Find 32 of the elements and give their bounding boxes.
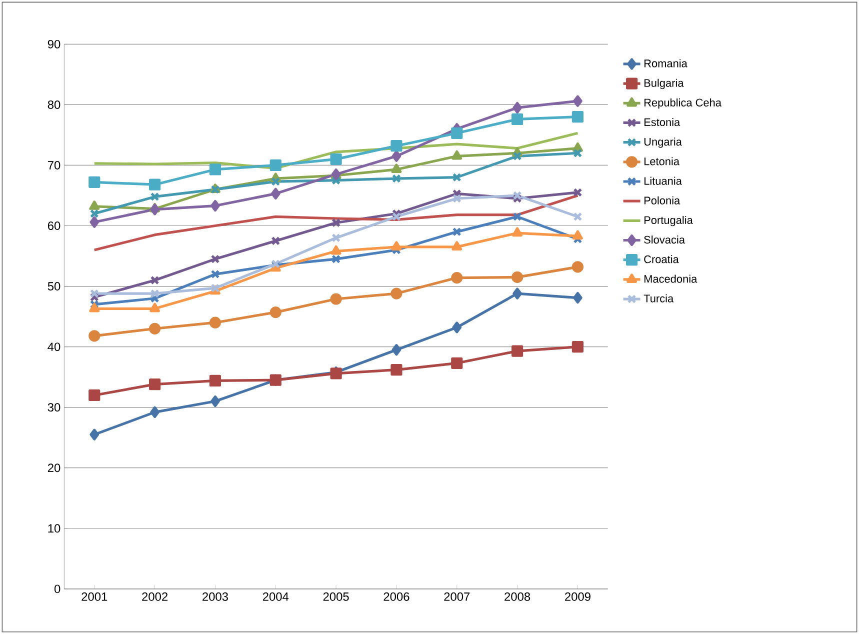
y-tick-label: 40 xyxy=(48,342,60,351)
y-tick-label: 60 xyxy=(48,221,60,230)
y-tick-label: 70 xyxy=(48,160,60,170)
y-tick-label: 30 xyxy=(48,403,60,412)
x-tick-label: 2003 xyxy=(202,592,228,601)
x-tick-label: 2004 xyxy=(262,592,289,601)
y-tick-label: 0 xyxy=(54,584,60,594)
legend-label: Turcia xyxy=(644,294,674,302)
legend-label: Letonia xyxy=(644,157,680,166)
legend-label: Ungaria xyxy=(644,138,682,148)
x-tick-label: 2002 xyxy=(142,592,168,601)
legend-label: Romania xyxy=(644,59,688,68)
y-tick-label: 90 xyxy=(48,40,60,48)
legend-label: Bulgaria xyxy=(644,78,684,89)
y-tick-label: 50 xyxy=(48,282,60,290)
y-tick-label: 20 xyxy=(48,464,60,472)
x-tick-label: 2007 xyxy=(444,592,470,601)
legend-label: Slovacia xyxy=(644,236,685,244)
x-tick-label: 2008 xyxy=(504,592,530,601)
legend-label: Republica Ceha xyxy=(644,98,722,109)
x-tick-label: 2001 xyxy=(82,592,108,601)
legend-label: Lituania xyxy=(644,176,682,185)
x-tick-label: 2009 xyxy=(565,592,590,601)
legend-label: Estonia xyxy=(644,118,680,126)
y-tick-label: 10 xyxy=(48,524,60,533)
y-tick-label: 80 xyxy=(48,100,60,109)
legend-label: Macedonia xyxy=(644,274,698,283)
legend-label: Portugalia xyxy=(644,216,693,226)
x-tick-label: 2006 xyxy=(384,592,410,601)
x-tick-label: 2005 xyxy=(323,592,349,601)
legend-label: Polonia xyxy=(644,196,680,204)
legend-label: Croatia xyxy=(644,255,679,264)
